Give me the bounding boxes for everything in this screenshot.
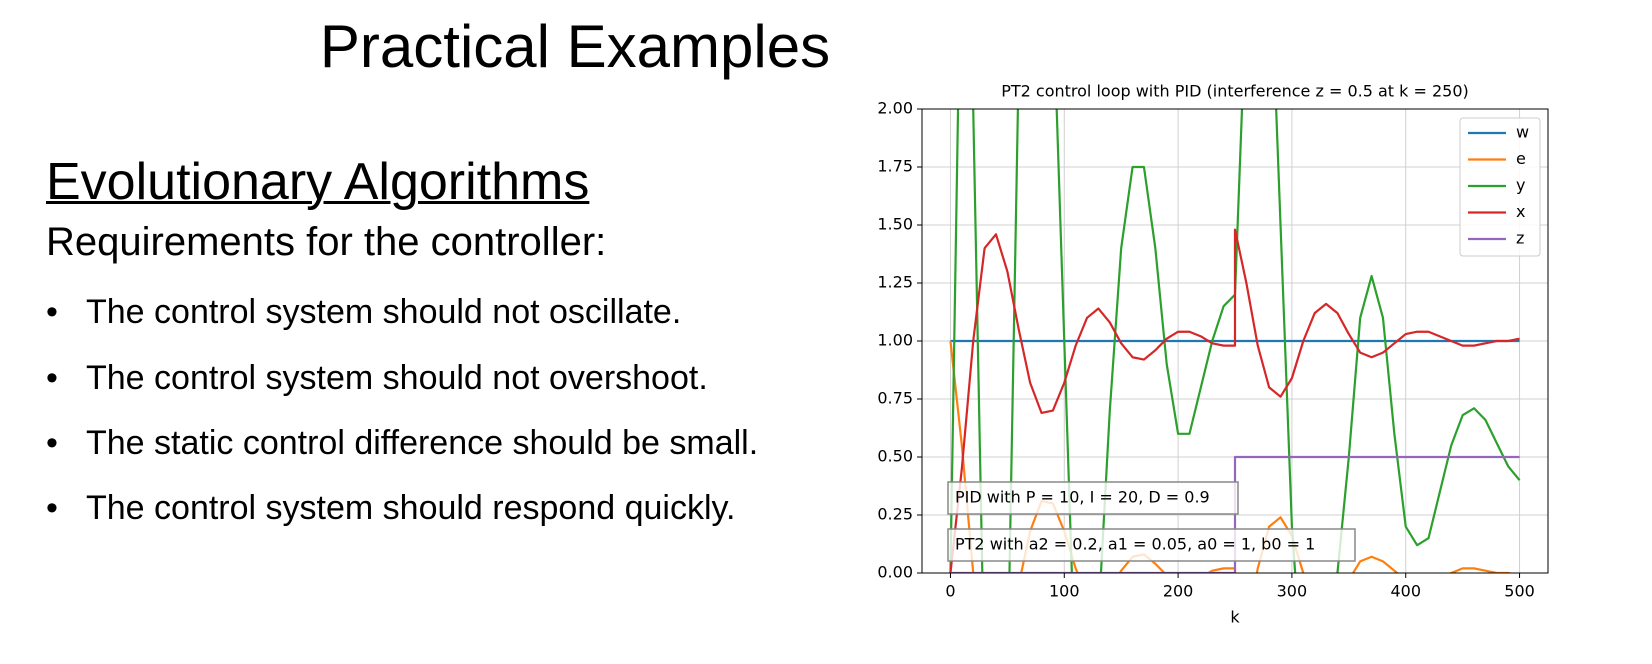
x-tick-label: 100 xyxy=(1049,582,1080,601)
y-tick-label: 0.50 xyxy=(877,447,913,466)
legend-label: x xyxy=(1516,202,1525,221)
bullet-text: The control system should respond quickl… xyxy=(86,489,736,527)
x-tick-label: 300 xyxy=(1277,582,1308,601)
legend-label: z xyxy=(1516,229,1524,248)
bullet-item: • The control system should not overshoot… xyxy=(46,359,708,397)
legend-label: w xyxy=(1516,123,1529,142)
y-tick-label: 0.00 xyxy=(877,563,913,582)
annotation: PID with P = 10, I = 20, D = 0.9 xyxy=(955,488,1210,507)
bullet-text: The static control difference should be … xyxy=(86,424,759,462)
chart-title: PT2 control loop with PID (interference … xyxy=(1001,82,1469,101)
bullet-item: • The control system should not oscillate… xyxy=(46,293,682,331)
x-axis-label: k xyxy=(1230,608,1240,627)
y-tick-label: 0.75 xyxy=(877,389,913,408)
x-tick-label: 0 xyxy=(945,582,955,601)
x-tick-label: 500 xyxy=(1504,582,1535,601)
series-line xyxy=(950,455,1520,573)
legend-label: y xyxy=(1516,176,1525,195)
slide-title: Practical Examples xyxy=(319,13,831,80)
annotation-box xyxy=(947,481,1239,515)
bullet-text: The control system should not oscillate. xyxy=(86,293,682,331)
annotation: PT2 with a2 = 0.2, a1 = 0.05, a0 = 1, b0… xyxy=(955,535,1315,554)
bullet-text: The control system should not overshoot. xyxy=(86,359,708,397)
heading: Evolutionary Algorithms xyxy=(46,153,590,211)
y-tick-label: 0.25 xyxy=(877,505,913,524)
bullet-item: • The control system should respond quick… xyxy=(46,489,736,527)
subheading: Requirements for the controller: xyxy=(46,220,607,264)
series-line xyxy=(949,228,1520,573)
y-tick-label: 1.25 xyxy=(877,273,913,292)
plot-frame xyxy=(921,108,1549,574)
y-tick-label: 1.75 xyxy=(877,157,913,176)
y-tick-label: 2.00 xyxy=(877,99,913,118)
annotation-box xyxy=(947,528,1356,562)
y-tick-label: 1.50 xyxy=(877,215,913,234)
x-tick-label: 400 xyxy=(1390,582,1421,601)
legend-label: e xyxy=(1516,149,1526,168)
bullet-item: • The static control difference should be… xyxy=(46,424,759,462)
x-tick-label: 200 xyxy=(1163,582,1194,601)
y-tick-label: 1.00 xyxy=(877,331,913,350)
